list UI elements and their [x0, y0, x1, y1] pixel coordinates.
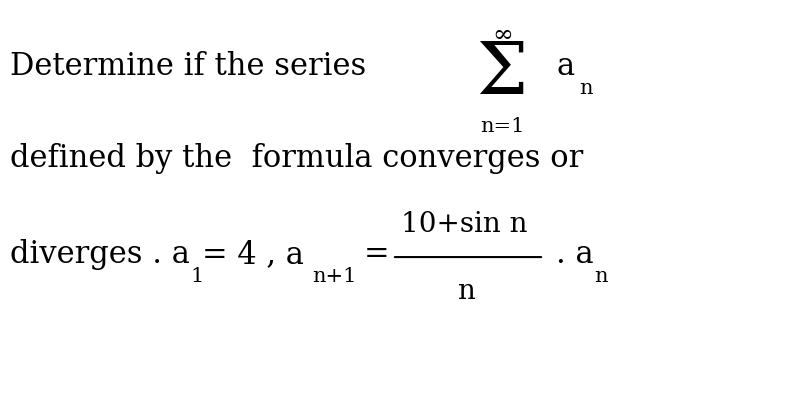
Text: n: n: [579, 79, 593, 98]
Text: Determine if the series: Determine if the series: [10, 51, 376, 82]
Text: ∞: ∞: [492, 24, 513, 47]
Text: n+1: n+1: [312, 267, 357, 286]
Text: n=1: n=1: [480, 117, 525, 136]
Text: . a: . a: [556, 240, 594, 270]
Text: n: n: [457, 278, 474, 305]
Text: =: =: [364, 240, 390, 270]
Text: a: a: [556, 51, 574, 82]
Text: = 4 , a: = 4 , a: [202, 240, 303, 270]
Text: Σ: Σ: [476, 38, 527, 109]
Text: diverges . a: diverges . a: [10, 240, 190, 270]
Text: defined by the  formula converges or: defined by the formula converges or: [10, 143, 584, 174]
Text: n: n: [594, 267, 608, 286]
Text: 10+sin n: 10+sin n: [401, 211, 527, 238]
Text: 1: 1: [190, 267, 204, 286]
